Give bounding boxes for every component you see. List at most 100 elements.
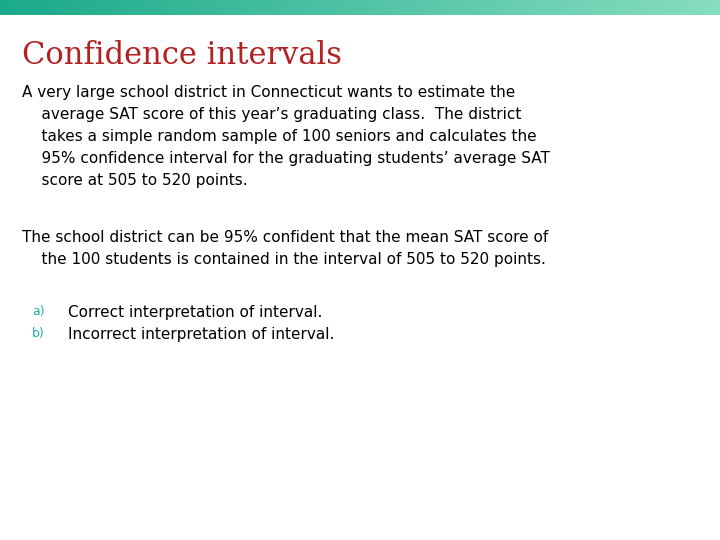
Bar [644,0,648,15]
Bar [223,0,227,15]
Bar [137,0,140,15]
Bar [569,0,572,15]
Bar [58,0,61,15]
Bar [443,0,446,15]
Bar [716,0,720,15]
Bar [212,0,216,15]
Bar [364,0,367,15]
Bar [245,0,248,15]
Bar [115,0,119,15]
Bar [587,0,590,15]
Bar [403,0,407,15]
Bar [320,0,324,15]
Text: score at 505 to 520 points.: score at 505 to 520 points. [22,173,248,188]
Bar [684,0,688,15]
Bar [673,0,677,15]
Bar [324,0,328,15]
Bar [648,0,652,15]
Bar [605,0,608,15]
Bar [634,0,637,15]
Bar [500,0,504,15]
Bar [209,0,212,15]
Bar [180,0,184,15]
Bar [86,0,90,15]
Bar [652,0,655,15]
Bar [540,0,544,15]
Bar [292,0,295,15]
Bar [4,0,7,15]
Bar [61,0,65,15]
Bar [22,0,25,15]
Bar [259,0,263,15]
Bar [554,0,558,15]
Bar [583,0,587,15]
Bar [252,0,256,15]
Bar [162,0,166,15]
Bar [421,0,425,15]
Bar [526,0,529,15]
Text: Confidence intervals: Confidence intervals [22,40,342,71]
Bar [256,0,259,15]
Bar [392,0,396,15]
Bar [706,0,709,15]
Bar [418,0,421,15]
Bar [630,0,634,15]
Bar [356,0,360,15]
Bar [281,0,284,15]
Bar [688,0,691,15]
Bar [425,0,428,15]
Bar [547,0,551,15]
Bar [385,0,389,15]
Bar [302,0,306,15]
Bar [14,0,18,15]
Bar [475,0,479,15]
Bar [306,0,310,15]
Bar [662,0,666,15]
Bar [454,0,457,15]
Bar [619,0,623,15]
Bar [274,0,277,15]
Bar [659,0,662,15]
Bar [612,0,616,15]
Bar [263,0,266,15]
Bar [346,0,349,15]
Bar [529,0,533,15]
Text: a): a) [32,305,45,318]
Bar [360,0,364,15]
Bar [608,0,612,15]
Bar [594,0,598,15]
Bar [155,0,158,15]
Bar [288,0,292,15]
Bar [50,0,54,15]
Bar [457,0,461,15]
Bar [439,0,443,15]
Bar [490,0,493,15]
Bar [576,0,580,15]
Bar [349,0,353,15]
Bar [216,0,220,15]
Bar [641,0,644,15]
Bar [698,0,702,15]
Bar [187,0,191,15]
Bar [702,0,706,15]
Bar [101,0,104,15]
Bar [65,0,68,15]
Bar [148,0,151,15]
Bar [284,0,288,15]
Bar [277,0,281,15]
Bar [83,0,86,15]
Bar [371,0,374,15]
Bar [227,0,230,15]
Bar [72,0,76,15]
Bar [655,0,659,15]
Bar [551,0,554,15]
Bar [590,0,594,15]
Bar [353,0,356,15]
Bar [241,0,245,15]
Bar [374,0,378,15]
Bar [342,0,346,15]
Bar [518,0,522,15]
Bar [709,0,713,15]
Bar [47,0,50,15]
Bar [436,0,439,15]
